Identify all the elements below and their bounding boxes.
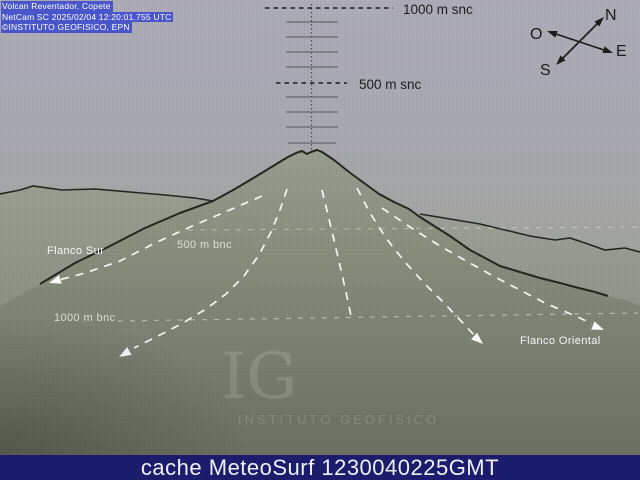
compass-north-arrowhead [594,17,604,27]
crater-flow-left-arrowhead [119,347,132,357]
flanco-oriental-dashed-line [381,207,593,325]
scale-ticks [286,21,338,144]
crater-flow-right-arrowhead [471,332,483,344]
compass-south-label: S [540,62,551,79]
compass-east-label: E [616,43,627,60]
camera-copyright: ©INSTITUTO GEOFISICO, EPN [1,22,132,33]
level-line-500-bnc [187,226,639,231]
compass-west-arrowhead [547,30,558,38]
flanco-oriental-label: Flanco Oriental [520,335,601,347]
volcano-body [0,150,640,480]
camera-timestamp: NetCam SC 2025/02/04 12:20:01.755 UTC [1,11,174,23]
scale-500-label: 500 m snc [359,77,422,92]
level-500-bnc-label: 500 m bnc [177,239,232,251]
compass-west-label: O [530,26,542,43]
compass-rose: N O E S [530,7,627,79]
level-line-1000-bnc [117,312,639,322]
flanco-sur-label: Flanco Sur [47,245,104,257]
watermark-logo: IG [221,340,297,414]
flanco-oriental-arrowhead [591,321,604,330]
crater-flow-center-dashed [321,189,352,317]
crater-flow-left-dashed [133,188,288,349]
compass-south-arrowhead [556,55,566,65]
compass-north-label: N [605,7,617,24]
camera-info-overlay: Volcan Reventador, Copete NetCam SC 2025… [1,1,174,33]
cache-caption-bar: cache MeteoSurf 1230040225GMT [0,455,640,480]
compass-east-arrowhead [602,46,613,54]
flanco-sur-arrowhead [49,275,62,284]
compass-oe-axis [549,31,611,53]
volcano-outline [39,149,609,297]
crater-height-scale: 1000 m snc 500 m snc [265,2,473,150]
right-ridge-outline [419,213,640,253]
left-ridge-outline [0,185,214,202]
cache-caption-text: cache MeteoSurf 1230040225GMT [140,455,500,480]
watermark-text: INSTITUTO GEOFISICO [238,412,439,427]
level-1000-bnc-label: 1000 m bnc [54,312,116,324]
scale-1000-label: 1000 m snc [403,2,473,17]
camera-title: Volcan Reventador, Copete [1,1,113,12]
crater-flow-right-dashed [356,187,475,336]
compass-ns-axis [558,19,602,63]
